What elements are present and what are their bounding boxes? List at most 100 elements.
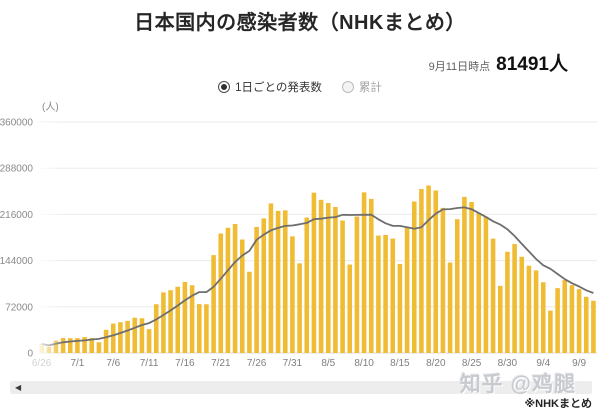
bar-8/30[interactable] [505, 251, 510, 353]
bar-8/17[interactable] [411, 201, 417, 353]
bar-7/25[interactable] [247, 271, 252, 353]
left-fade-overlay [37, 122, 63, 354]
bar-9/4[interactable] [540, 282, 546, 353]
bar-8/26[interactable] [476, 213, 482, 353]
bar-6/30[interactable] [67, 338, 73, 353]
moving-average-line [41, 206, 594, 347]
bar-7/11[interactable] [146, 329, 152, 353]
bar-9/9[interactable] [576, 289, 582, 353]
bar-8/19[interactable] [426, 185, 431, 353]
bar-8/8[interactable] [347, 264, 353, 353]
bar-8/25[interactable] [469, 202, 474, 353]
bar-8/11[interactable] [368, 198, 374, 353]
view-mode-toggle: 1日ごとの発表数 累計 [0, 79, 600, 95]
bar-9/7[interactable] [562, 280, 568, 353]
bar-7/24[interactable] [239, 239, 245, 353]
x-tick-label: 7/31 [283, 358, 303, 369]
bar-8/6[interactable] [333, 206, 338, 353]
bar-7/27[interactable] [261, 218, 267, 353]
x-tick-label: 8/5 [321, 358, 335, 369]
source-note: ※NHKまとめ [524, 398, 592, 410]
bar-7/22[interactable] [225, 227, 231, 353]
bar-9/5[interactable] [548, 310, 553, 353]
bar-8/22[interactable] [447, 262, 453, 353]
bar-7/14[interactable] [168, 290, 173, 353]
bar-7/30[interactable] [282, 210, 288, 353]
bar-7/2[interactable] [82, 337, 87, 353]
bar-8/31[interactable] [512, 244, 517, 353]
radio-selected-icon [218, 81, 231, 93]
bar-8/5[interactable] [325, 203, 331, 353]
bar-8/12[interactable] [376, 235, 381, 353]
bar-7/28[interactable] [268, 203, 274, 353]
bar-7/5[interactable] [103, 329, 109, 353]
bar-8/2[interactable] [304, 217, 310, 353]
bar-7/8[interactable] [125, 320, 130, 353]
bar-9/2[interactable] [526, 265, 532, 353]
bar-7/4[interactable] [96, 342, 102, 353]
bar-7/20[interactable] [211, 255, 216, 353]
x-tick-label: 9/9 [572, 358, 586, 369]
bar-7/21[interactable] [218, 233, 224, 353]
bar-8/4[interactable] [318, 199, 324, 353]
x-tick-label: 7/6 [106, 358, 120, 369]
bar-8/28[interactable] [490, 238, 496, 353]
radio-cumulative-option[interactable]: 累計 [341, 79, 382, 95]
bar-8/15[interactable] [397, 264, 403, 353]
bar-9/10[interactable] [583, 296, 589, 353]
bar-8/16[interactable] [404, 227, 410, 353]
bar-7/23[interactable] [232, 224, 238, 353]
bar-7/12[interactable] [153, 304, 159, 353]
bar-8/7[interactable] [340, 220, 345, 354]
bar-7/17[interactable] [189, 285, 195, 353]
bar-8/21[interactable] [440, 207, 446, 353]
y-axis-unit-label: (人) [42, 101, 59, 113]
x-tick-label: 7/1 [70, 358, 84, 369]
y-tick-label: 288000 [0, 164, 33, 175]
x-tick-label: 8/30 [498, 358, 518, 369]
scroll-left-arrow-icon[interactable]: ◀ [15, 382, 22, 392]
bar-8/13[interactable] [383, 235, 388, 353]
bar-7/6[interactable] [110, 323, 116, 353]
chart-scrollbar[interactable]: ◀ [10, 381, 592, 394]
bar-7/1[interactable] [75, 338, 80, 353]
radio-daily-label: 1日ごとの発表数 [235, 82, 322, 94]
bar-7/29[interactable] [275, 210, 281, 353]
x-tick-label: 8/20 [426, 358, 446, 369]
bar-7/3[interactable] [89, 338, 95, 353]
x-tick-label: 8/10 [354, 358, 374, 369]
bar-8/3[interactable] [311, 192, 317, 353]
chart-canvas[interactable]: 0 72000 144000 216000 288000 360000 (人) 6/26 7/1… [0, 98, 600, 376]
bar-8/29[interactable] [497, 285, 503, 353]
bar-7/31[interactable] [290, 236, 295, 353]
bar-8/9[interactable] [354, 216, 360, 353]
bar-7/18[interactable] [196, 304, 202, 353]
bar-6/29[interactable] [60, 338, 66, 353]
bar-8/14[interactable] [390, 238, 396, 353]
bar-7/9[interactable] [132, 317, 138, 353]
bar-8/1[interactable] [297, 263, 302, 353]
bar-8/27[interactable] [483, 216, 489, 353]
bar-8/24[interactable] [462, 196, 467, 353]
bar-7/13[interactable] [161, 292, 166, 353]
bar-7/26[interactable] [254, 226, 259, 353]
bar-7/10[interactable] [139, 318, 145, 353]
bar-9/6[interactable] [555, 288, 560, 353]
y-tick-label: 144000 [0, 256, 33, 267]
bar-8/18[interactable] [419, 189, 424, 353]
y-tick-label: 72000 [5, 302, 33, 313]
bar-8/10[interactable] [361, 192, 367, 353]
bar-9/3[interactable] [533, 270, 539, 353]
bar-8/23[interactable] [454, 219, 460, 353]
bar-9/1[interactable] [519, 256, 525, 353]
bar-7/15[interactable] [175, 286, 181, 353]
bar-9/11[interactable] [591, 300, 596, 353]
x-tick-label: 7/16 [175, 358, 195, 369]
radio-daily-option[interactable]: 1日ごとの発表数 [218, 79, 322, 95]
bar-7/16[interactable] [182, 282, 188, 353]
bar-9/8[interactable] [569, 285, 575, 353]
bar-7/7[interactable] [118, 322, 123, 353]
bar-7/19[interactable] [204, 304, 209, 353]
bar-8/20[interactable] [433, 190, 439, 353]
